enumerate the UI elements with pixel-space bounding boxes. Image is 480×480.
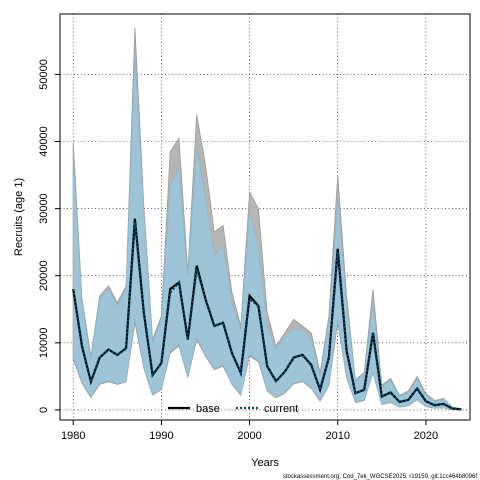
x-tick-label-2010: 2010 — [325, 430, 349, 442]
x-tick-label-2000: 2000 — [237, 430, 261, 442]
plot-frame — [59, 13, 471, 421]
band-current — [72, 54, 462, 411]
y-axis-title: Recruits (age 1) — [13, 178, 25, 256]
y-tick-label-40000: 40000 — [38, 126, 50, 157]
x-tick-label-1990: 1990 — [149, 430, 173, 442]
x-tick-label-2020: 2020 — [414, 430, 438, 442]
legend: base current — [168, 403, 298, 415]
legend-label-base: base — [196, 403, 220, 415]
x-tick-label-1980: 1980 — [61, 430, 85, 442]
y-tick-label-10000: 10000 — [38, 328, 50, 359]
x-axis: 1980 1990 2000 2010 2020 — [61, 420, 438, 442]
confidence-bands — [72, 27, 462, 411]
y-axis: 0 10000 20000 30000 40000 50000 — [38, 59, 60, 413]
footer-note: stockassessment.org, Cod_7ek_WGCSE2025, … — [283, 474, 477, 480]
y-tick-label-20000: 20000 — [38, 260, 50, 291]
legend-label-current: current — [264, 403, 298, 415]
line-current — [72, 221, 462, 411]
series-lines — [72, 218, 462, 411]
y-tick-label-50000: 50000 — [38, 59, 50, 90]
x-axis-title: Years — [251, 457, 279, 469]
y-tick-label-30000: 30000 — [38, 193, 50, 224]
y-tick-label-0: 0 — [38, 407, 50, 413]
